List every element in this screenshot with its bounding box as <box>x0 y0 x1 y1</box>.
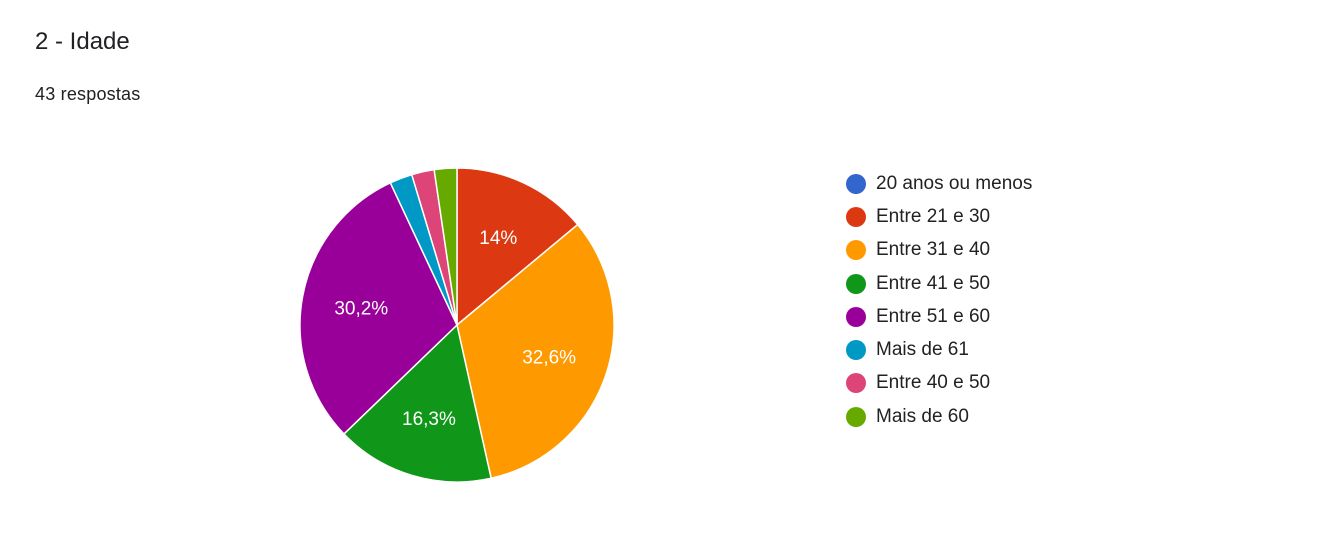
pie-slices <box>299 167 615 483</box>
legend-item-6[interactable]: Entre 40 e 50 <box>846 367 1032 400</box>
pie-slice-label-2: 32,6% <box>522 347 576 368</box>
legend-label: Entre 31 e 40 <box>876 239 991 261</box>
legend-item-4[interactable]: Entre 51 e 60 <box>846 300 1032 333</box>
legend-swatch-icon <box>846 240 866 261</box>
legend-swatch-icon <box>846 173 866 194</box>
pie-slice-label-4: 30,2% <box>334 298 388 319</box>
pie-slice-label-3: 16,3% <box>402 409 456 430</box>
response-count: 43 respostas <box>35 84 141 104</box>
legend-label: Entre 41 e 50 <box>876 272 991 294</box>
chart-legend: 20 anos ou menos Entre 21 e 30 Entre 31 e … <box>846 167 1032 433</box>
legend-item-0[interactable]: 20 anos ou menos <box>846 167 1032 200</box>
pie-slice-4[interactable] <box>299 181 458 436</box>
legend-label: Mais de 61 <box>876 339 969 361</box>
legend-swatch-icon <box>846 373 866 394</box>
pie-slice-label-1: 14% <box>479 228 517 249</box>
question-title: 2 - Idade <box>35 28 130 55</box>
legend-item-5[interactable]: Mais de 61 <box>846 333 1032 366</box>
legend-label: Entre 40 e 50 <box>876 372 991 394</box>
pie-slice-1[interactable] <box>456 167 579 327</box>
legend-swatch-icon <box>846 406 866 427</box>
legend-item-1[interactable]: Entre 21 e 30 <box>846 200 1032 233</box>
legend-label: Entre 51 e 60 <box>876 305 991 327</box>
legend-item-3[interactable]: Entre 41 e 50 <box>846 267 1032 300</box>
legend-swatch-icon <box>846 273 866 294</box>
pie-slice-2[interactable] <box>456 223 615 480</box>
legend-swatch-icon <box>846 340 866 361</box>
legend-label: 20 anos ou menos <box>876 172 1033 194</box>
legend-item-2[interactable]: Entre 31 e 40 <box>846 234 1032 267</box>
legend-label: Mais de 60 <box>876 405 969 427</box>
pie-slice-labels: 14% 32,6% 16,3% 30,2% <box>334 228 576 430</box>
legend-item-7[interactable]: Mais de 60 <box>846 400 1032 433</box>
pie-slice-7[interactable] <box>433 167 458 326</box>
legend-swatch-icon <box>846 206 866 227</box>
legend-swatch-icon <box>846 306 866 327</box>
pie-slice-3[interactable] <box>342 323 493 483</box>
legend-label: Entre 21 e 30 <box>876 205 991 227</box>
